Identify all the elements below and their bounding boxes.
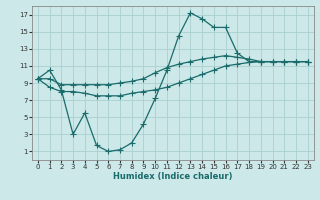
X-axis label: Humidex (Indice chaleur): Humidex (Indice chaleur) — [113, 172, 233, 181]
